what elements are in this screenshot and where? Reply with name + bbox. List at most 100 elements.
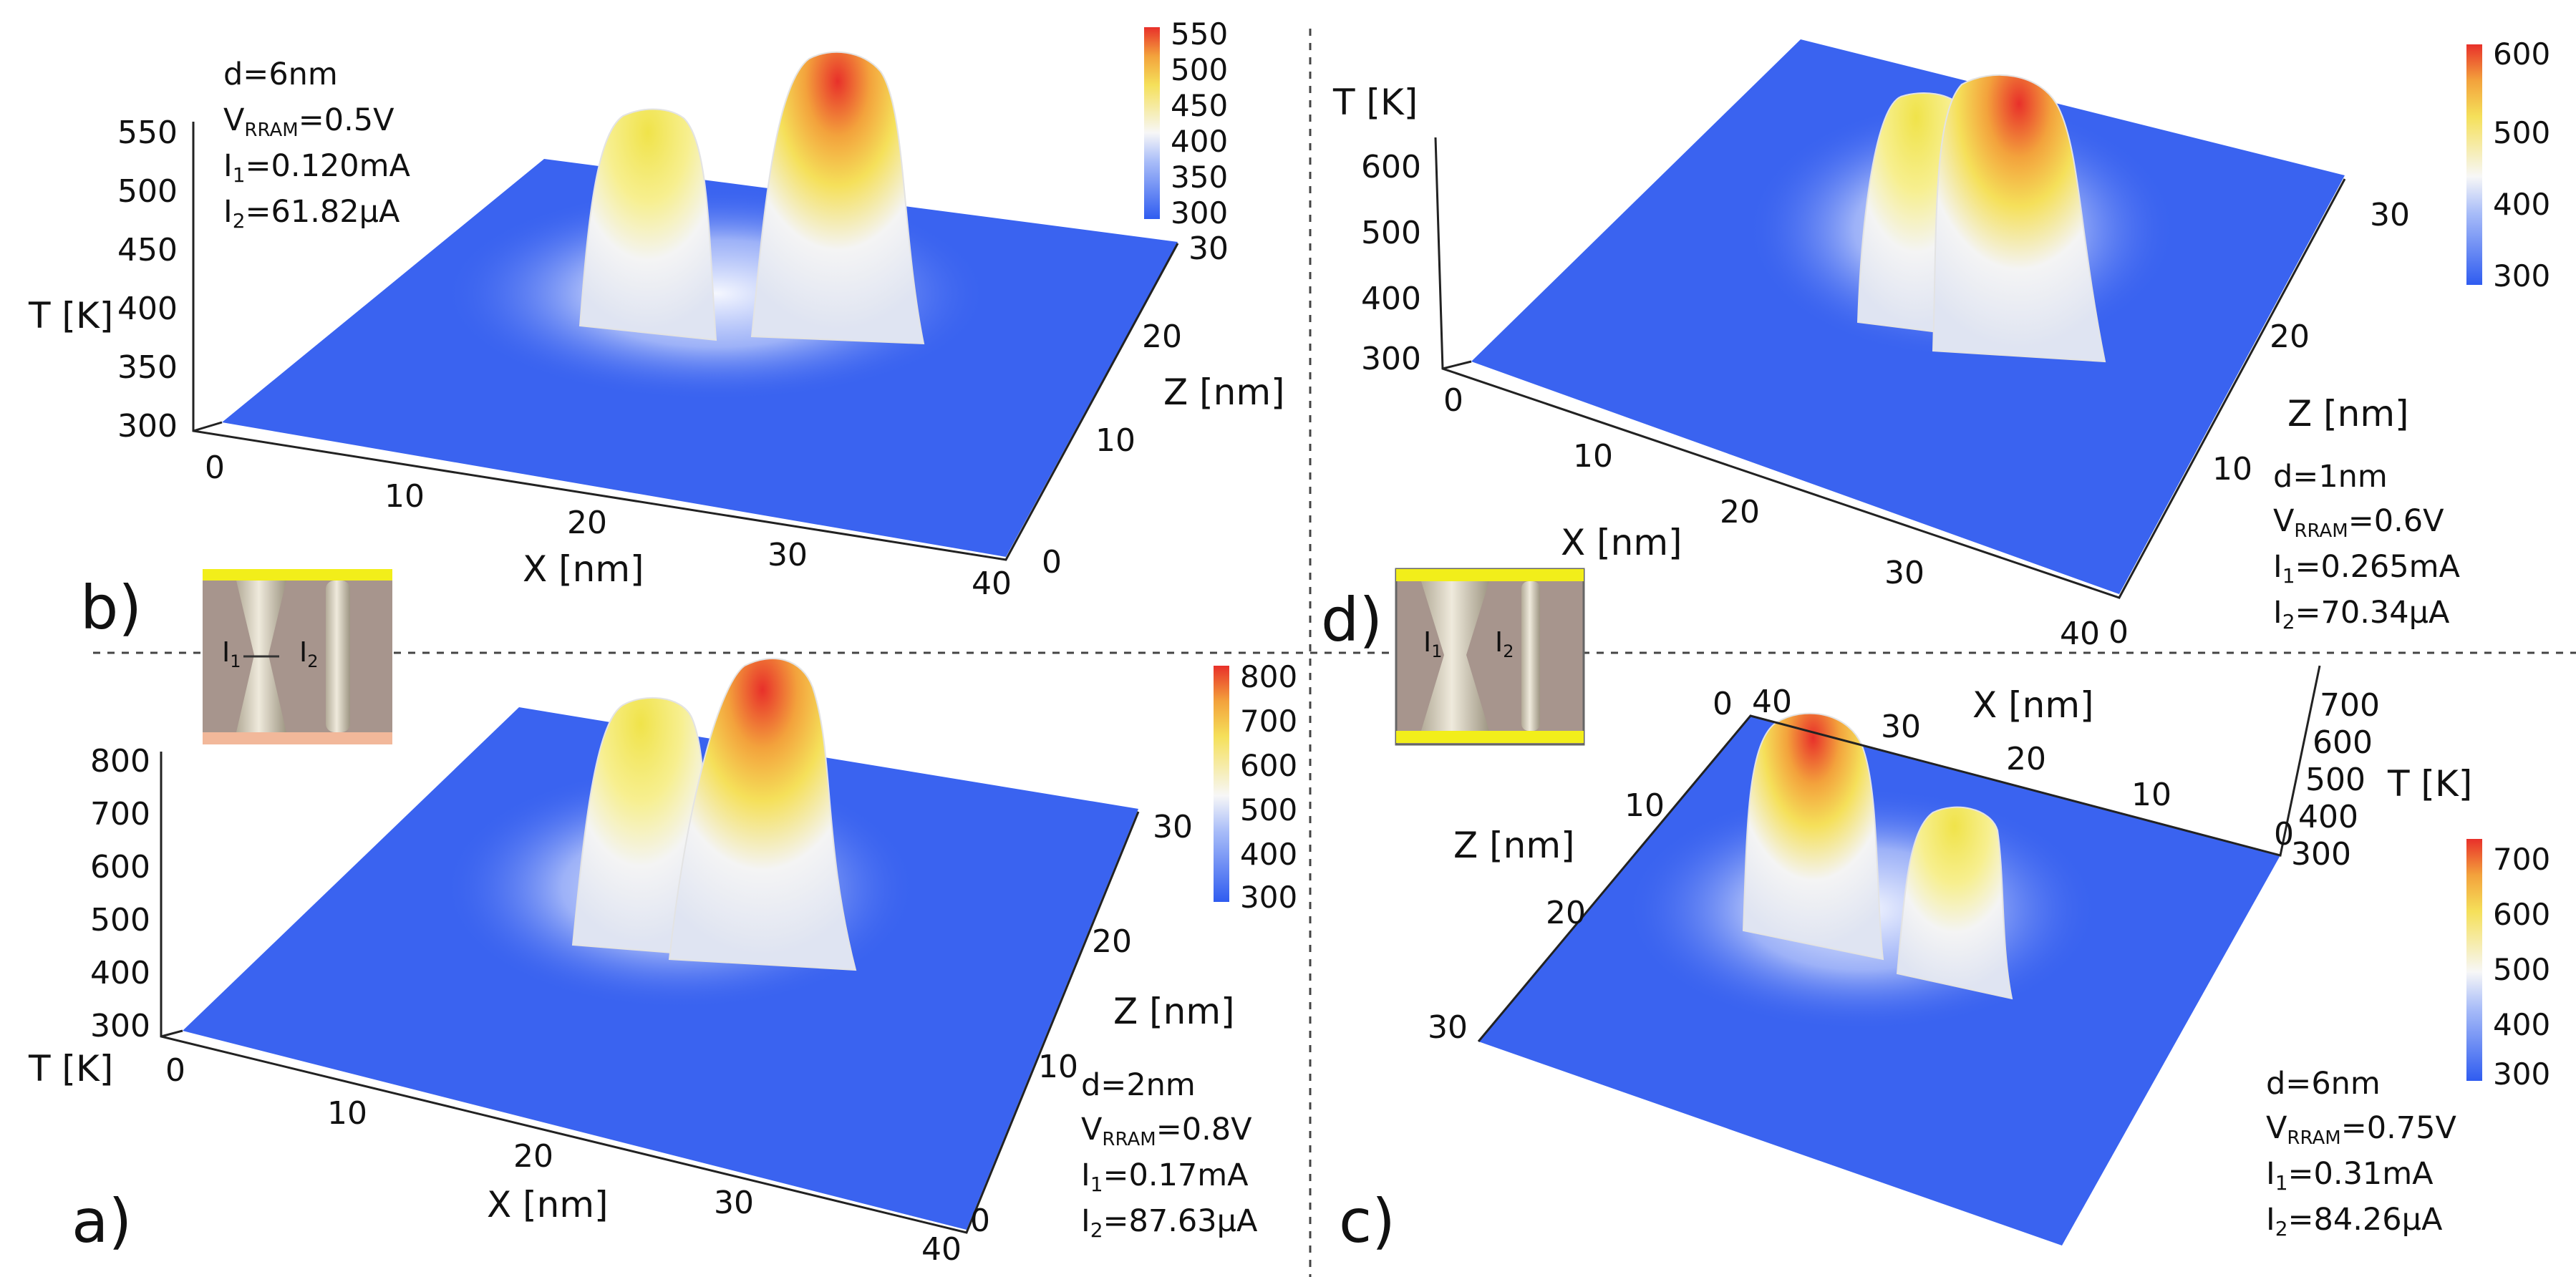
panel-d-cb-tick: 600 [2493, 37, 2550, 72]
panel-a-x-label: X [nm] [487, 1184, 609, 1225]
panel-c-letter: c) [1339, 1186, 1395, 1256]
panel-b-z-tick: 20 [1142, 319, 1182, 355]
panel-a-z-tick: 30 [1153, 809, 1193, 845]
panel-b-t-label: T [K] [28, 295, 113, 336]
panel-b-colorbar [1144, 27, 1160, 219]
panel-d-z-tick: 30 [2370, 197, 2410, 233]
panel-d-i2: I2=70.34μA [2273, 595, 2450, 633]
panel-a-z-tick: 20 [1092, 923, 1132, 960]
panel-d-letter: d) [1321, 585, 1383, 655]
inset-left-i1: I1 [222, 636, 241, 671]
panel-c-i1: I1=0.31mA [2266, 1156, 2434, 1195]
panel-b-x-label: X [nm] [523, 548, 644, 590]
panel-a-cb-tick: 800 [1240, 659, 1297, 694]
panel-d-peak-2 [1932, 74, 2106, 363]
panel-d-cb-tick: 400 [2493, 187, 2550, 222]
panel-b-cb-tick: 450 [1171, 88, 1228, 123]
panel-c-cb-tick: 600 [2493, 897, 2550, 932]
panel-d-t-tick: 600 [1361, 149, 1421, 185]
panel-a-t-ticks: 800 700 600 500 400 300 [90, 743, 150, 1044]
panel-d-z-label: Z [nm] [2287, 393, 2409, 434]
panel-a-t-tick: 300 [90, 1008, 150, 1044]
panel-c-x-label: X [nm] [1972, 684, 2094, 726]
panel-b-z-tick: 10 [1095, 422, 1136, 459]
panel-a-x-tick: 40 [921, 1231, 962, 1268]
panel-d: 600 500 400 300 T [K] 0 10 20 30 40 X [n… [1321, 37, 2550, 655]
panel-a-t-tick: 700 [90, 796, 150, 832]
panel-c-z-tick: 30 [1428, 1009, 1468, 1046]
panel-b-cb-tick: 400 [1171, 124, 1228, 159]
device-inset-right: I1 I2 [1395, 568, 1585, 746]
panel-a-d: d=2nm [1081, 1067, 1196, 1103]
panel-c-params: d=6nm VRRAM=0.75V I1=0.31mA I2=84.26μA [2266, 1066, 2456, 1240]
panel-c-x-tick: 30 [1881, 709, 1921, 745]
panel-c-x-ticks: 40 30 20 10 0 [1752, 684, 2294, 853]
panel-d-axes [1434, 137, 2346, 599]
panel-a-colorbar [1214, 666, 1229, 902]
panel-c-cb-tick: 400 [2493, 1007, 2550, 1042]
panel-d-x-tick: 30 [1884, 555, 1924, 591]
panel-c-z-tick: 20 [1546, 895, 1586, 931]
panel-b-x-ticks: 0 10 20 30 40 [205, 450, 1012, 602]
panel-d-z-tick: 20 [2270, 319, 2310, 355]
panel-b-x-tick: 40 [972, 565, 1012, 602]
panel-b-z-tick: 0 [1042, 544, 1062, 581]
panel-a-cb-tick: 400 [1240, 837, 1297, 872]
panel-d-vrram: VRRAM=0.6V [2273, 503, 2444, 542]
panel-b: 550 500 450 400 350 300 T [K] 0 10 20 30… [28, 16, 1285, 643]
panel-b-cb-tick: 350 [1171, 160, 1228, 195]
panel-c-z-tick: 0 [1713, 686, 1733, 722]
panel-b-z-tick: 30 [1188, 230, 1229, 267]
panel-b-cb-tick: 300 [1171, 195, 1228, 230]
panel-a-x-ticks: 0 10 20 30 40 [165, 1052, 962, 1268]
panel-d-z-ticks: 0 10 20 30 [2108, 197, 2410, 651]
panel-a-x-tick: 30 [714, 1185, 754, 1221]
inset-left-i2: I2 [299, 636, 319, 671]
panel-d-t-tick: 400 [1361, 281, 1421, 317]
panel-c-vrram: VRRAM=0.75V [2266, 1110, 2456, 1149]
panel-b-i2: I2=61.82μA [223, 194, 400, 233]
panel-a-t-label: T [K] [28, 1048, 113, 1089]
panel-d-colorbar [2466, 44, 2482, 285]
panel-c-t-tick: 300 [2291, 836, 2351, 873]
panel-b-x-tick: 10 [384, 478, 425, 515]
panel-c-axes [1477, 665, 2321, 1042]
panel-a-x-tick: 0 [165, 1052, 185, 1089]
panel-a-x-tick: 10 [327, 1095, 367, 1132]
panel-b-z-label: Z [nm] [1163, 372, 1285, 413]
panel-d-t-label: T [K] [1332, 82, 1418, 123]
panel-b-t-tick: 550 [117, 115, 178, 151]
panel-b-cb-tick: 550 [1171, 16, 1228, 52]
panel-c-z-label: Z [nm] [1453, 825, 1575, 866]
panel-c-colorbar [2466, 839, 2482, 1081]
panel-a-x-tick: 20 [513, 1138, 553, 1175]
panel-b-i1: I1=0.120mA [223, 148, 411, 187]
panel-d-params: d=1nm VRRAM=0.6V I1=0.265mA I2=70.34μA [2273, 459, 2461, 633]
device-inset-left: I1 I2 [203, 569, 392, 744]
panel-c-t-tick: 500 [2305, 762, 2366, 798]
panel-c-peak-1 [1742, 712, 1884, 961]
panel-c: 700 600 500 400 300 T [K] 40 30 20 10 0 … [1339, 665, 2550, 1256]
inset-right-i2: I2 [1495, 626, 1514, 661]
panel-b-t-tick: 350 [117, 349, 178, 386]
panel-d-t-ticks: 600 500 400 300 [1361, 149, 1421, 377]
panel-b-d: d=6nm [223, 57, 338, 92]
panel-c-x-tick: 0 [2274, 816, 2294, 853]
panel-d-x-tick: 10 [1573, 438, 1613, 475]
panel-c-i2: I2=84.26μA [2266, 1202, 2443, 1240]
panel-a-floor-edge [160, 1029, 183, 1038]
panel-a-letter: a) [72, 1186, 132, 1256]
panel-a-t-tick: 600 [90, 849, 150, 885]
panel-a: 800 700 600 500 400 300 T [K] 0 10 20 30… [28, 658, 1297, 1268]
panel-c-x-tick: 10 [2131, 777, 2171, 813]
panel-a-peak-2 [668, 658, 857, 971]
panel-b-floor-edge [193, 421, 223, 432]
panel-c-x-tick: 20 [2006, 741, 2046, 777]
panel-b-peak-2 [750, 51, 925, 345]
panel-d-x-label: X [nm] [1561, 522, 1682, 563]
panel-c-peak-2 [1896, 806, 2013, 1000]
panel-c-t-label: T [K] [2387, 763, 2472, 805]
panel-a-cb-tick: 700 [1240, 704, 1297, 739]
panel-b-letter: b) [80, 573, 142, 643]
